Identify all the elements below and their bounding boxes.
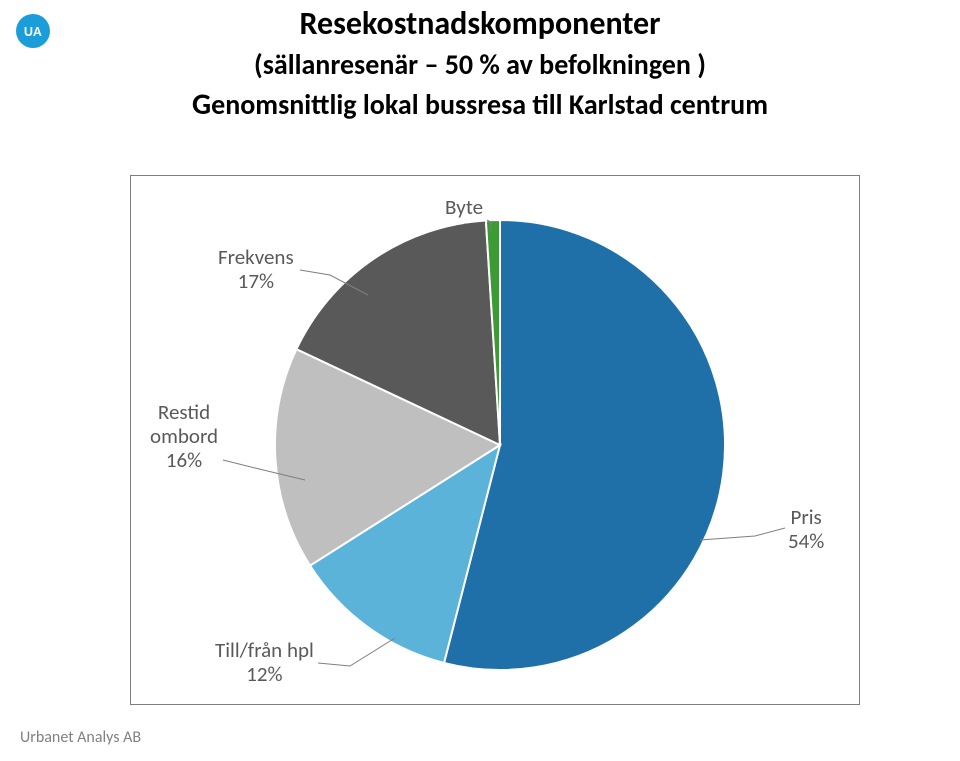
- label-pris: Pris 54%: [788, 505, 824, 553]
- pie-chart: [0, 0, 960, 761]
- label-till-fr-n-hpl: Till/från hpl 12%: [215, 638, 314, 686]
- footer-text: Urbanet Analys AB: [20, 728, 141, 747]
- label-restid-ombord: Restid ombord 16%: [150, 400, 218, 472]
- label-byte: Byte 1%: [445, 195, 483, 243]
- label-frekvens: Frekvens 17%: [218, 245, 294, 293]
